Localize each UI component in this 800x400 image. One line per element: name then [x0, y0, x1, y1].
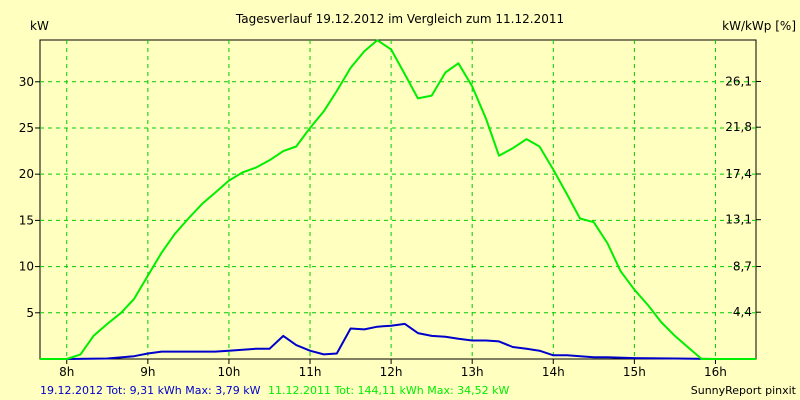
series-line-blue-19-12-2012 [40, 322, 756, 360]
y-axis-right-label: kW/kWp [%] [722, 19, 796, 33]
grid-layer [40, 40, 756, 359]
legend-blue-series: 19.12.2012 Tot: 9,31 kWh Max: 3,79 kW 11… [40, 384, 510, 397]
y-tick-label-left: 20 [19, 167, 34, 181]
x-tick-label: 12h [380, 365, 403, 379]
y-axis-left-label: kW [30, 19, 49, 33]
y-tick-label-right: 4,4 [733, 305, 752, 319]
x-tick-label: 10h [217, 365, 240, 379]
series-layer [40, 39, 756, 360]
tick-layer: 8h 9h 10h 11h 12h 13h 14h 15h 16h 5 10 15 20 25 30 4,4 8… [19, 74, 761, 379]
y-tick-label-right: 8,7 [733, 259, 752, 273]
x-tick-label: 11h [299, 365, 322, 379]
y-tick-label-left: 30 [19, 75, 34, 89]
y-tick-label-right: 26,1 [725, 74, 752, 88]
x-tick-label: 14h [542, 365, 565, 379]
y-tick-label-left: 10 [19, 260, 34, 274]
y-tick-label-left: 15 [19, 213, 34, 227]
y-tick-label-left: 25 [19, 121, 34, 135]
brand-footer: SunnyReport pinxit [691, 384, 797, 397]
legend-item-11-12-2011: 11.12.2011 Tot: 144,11 kWh Max: 34,52 kW [268, 384, 510, 397]
x-tick-label: 8h [59, 365, 74, 379]
chart-title: Tagesverlauf 19.12.2012 im Vergleich zum… [235, 12, 564, 26]
y-tick-label-right: 21,8 [725, 120, 752, 134]
y-tick-label-left: 5 [26, 306, 34, 320]
x-tick-label: 15h [623, 365, 646, 379]
x-tick-label: 16h [704, 365, 727, 379]
legend-item-19-12-2012: 19.12.2012 Tot: 9,31 kWh Max: 3,79 kW [40, 384, 261, 397]
series-line-green-11-12-2011 [40, 39, 756, 360]
y-tick-label-right: 17,4 [725, 167, 752, 181]
y-tick-label-right: 13,1 [725, 213, 752, 227]
x-tick-label: 13h [461, 365, 484, 379]
x-tick-label: 9h [140, 365, 155, 379]
plot-area [39, 39, 757, 360]
